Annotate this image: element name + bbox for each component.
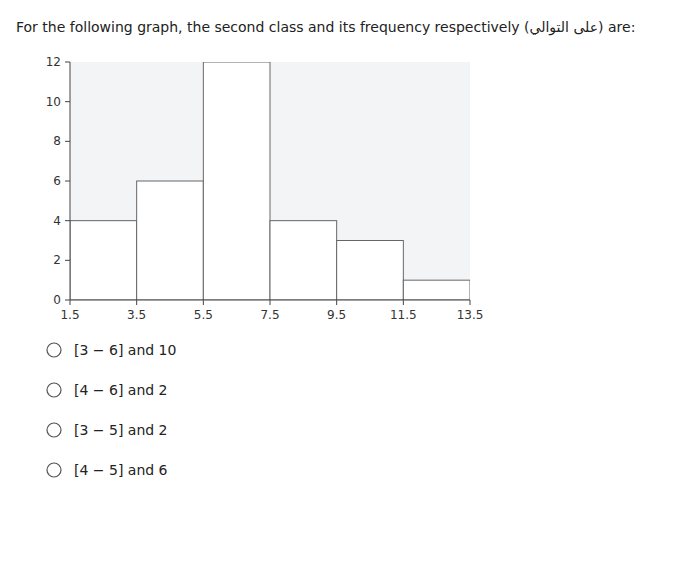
- y-tick-label: 4: [53, 214, 61, 228]
- bars: [70, 62, 470, 300]
- y-tick-label: 0: [53, 293, 61, 307]
- option-circle: [47, 343, 61, 357]
- x-tick: [203, 300, 204, 305]
- y-tick: [65, 62, 70, 63]
- y-tick-label: 8: [53, 134, 61, 148]
- option-circle: [47, 423, 61, 437]
- x-tick: [270, 300, 271, 305]
- x-tick: [70, 300, 71, 305]
- y-tick: [65, 220, 70, 221]
- x-tick: [470, 300, 471, 305]
- y-tick: [65, 181, 70, 182]
- x-tick-label: 9.5: [327, 308, 346, 322]
- y-tick-label: 2: [53, 253, 61, 267]
- histogram-bar: [270, 221, 337, 300]
- y-tick-label: 12: [46, 55, 61, 69]
- x-tick-label: 13.5: [457, 308, 484, 322]
- option-text: [4 − 5] and 6: [74, 462, 168, 478]
- chart-container: For the following graph, the second clas…: [0, 0, 700, 570]
- x-tick-label: 3.5: [127, 308, 146, 322]
- option-text: [4 − 6] and 2: [74, 382, 168, 398]
- title: For the following graph, the second clas…: [16, 19, 635, 36]
- option-text: [3 − 6] and 10: [74, 342, 176, 358]
- option-circle: [47, 383, 61, 397]
- y-tick: [65, 260, 70, 261]
- histogram-bar: [403, 280, 470, 300]
- option-circle: [47, 463, 61, 477]
- x-tick: [403, 300, 404, 305]
- y-tick-label: 10: [46, 95, 61, 109]
- axes: 1.5 3.5 5.5 7.5 9.5 11.5 13.5 0 2 4 6 8 10 12: [46, 55, 484, 322]
- options: [3 − 6] and 10 [4 − 6] and 2 [3 − 5] and 2…: [47, 342, 176, 478]
- y-tick: [65, 300, 70, 301]
- y-tick: [65, 141, 70, 142]
- x-tick: [336, 300, 337, 305]
- histogram-bar: [337, 241, 404, 301]
- chart-svg: For the following graph, the second clas…: [0, 0, 700, 570]
- x-tick-label: 1.5: [60, 308, 79, 322]
- x-tick-label: 5.5: [194, 308, 213, 322]
- histogram-bar: [70, 221, 137, 300]
- y-tick: [65, 101, 70, 102]
- histogram-bar: [203, 62, 270, 300]
- x-tick-label: 11.5: [390, 308, 417, 322]
- x-tick-label: 7.5: [260, 308, 279, 322]
- plot-background: [70, 62, 470, 300]
- x-tick: [136, 300, 137, 305]
- option-text: [3 − 5] and 2: [74, 422, 168, 438]
- histogram-bar: [137, 181, 204, 300]
- y-tick-label: 6: [53, 174, 61, 188]
